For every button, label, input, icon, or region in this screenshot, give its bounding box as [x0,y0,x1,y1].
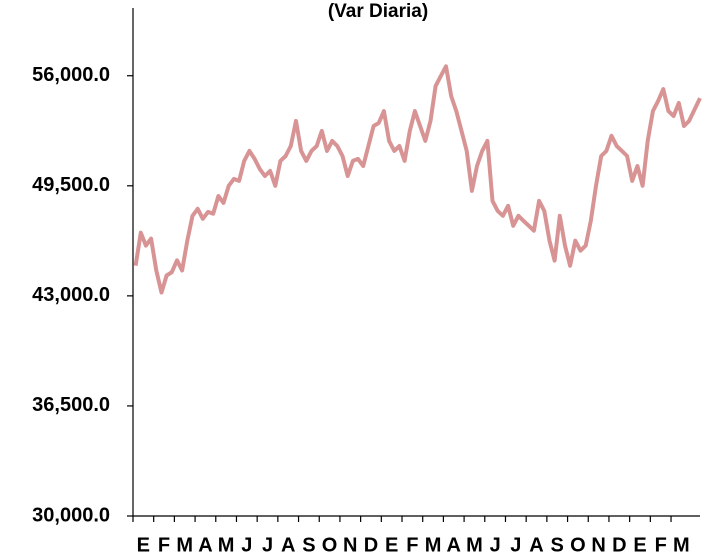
x-tick-label: S [551,534,564,556]
x-tick-label: N [591,534,605,556]
x-tick-label: M [425,534,442,556]
x-tick-label: M [176,534,193,556]
x-tick-label: M [673,534,690,556]
x-tick-label: E [385,534,398,556]
line-series [133,64,702,295]
x-tick-label: S [302,534,315,556]
x-tick-label: E [137,534,150,556]
x-tick-label: D [364,534,378,556]
y-tick-label: 49,500.0 [32,174,110,196]
x-tick-label: A [198,534,212,556]
x-tick-label: N [343,534,357,556]
x-tick-label: J [241,534,252,556]
x-tick-label: F [406,534,418,556]
x-tick-label: O [322,534,338,556]
x-tick-label: F [655,534,667,556]
x-tick-label: F [158,534,170,556]
x-tick-label: A [281,534,295,556]
x-tick-label: O [570,534,586,556]
chart-title: (Var Diaria) [328,1,428,22]
y-tick-label: 30,000.0 [32,504,110,526]
x-tick-label: A [447,534,461,556]
x-tick-label: J [510,534,521,556]
x-tick-label: M [466,534,483,556]
x-tick-label: A [529,534,543,556]
x-tick-label: M [218,534,235,556]
y-tick-label: 36,500.0 [32,394,110,416]
y-tick-label: 43,000.0 [32,284,110,306]
x-tick-label: J [490,534,501,556]
x-tick-label: D [612,534,626,556]
x-tick-label: J [262,534,273,556]
x-tick-label: E [633,534,646,556]
y-tick-label: 56,000.0 [32,64,110,86]
